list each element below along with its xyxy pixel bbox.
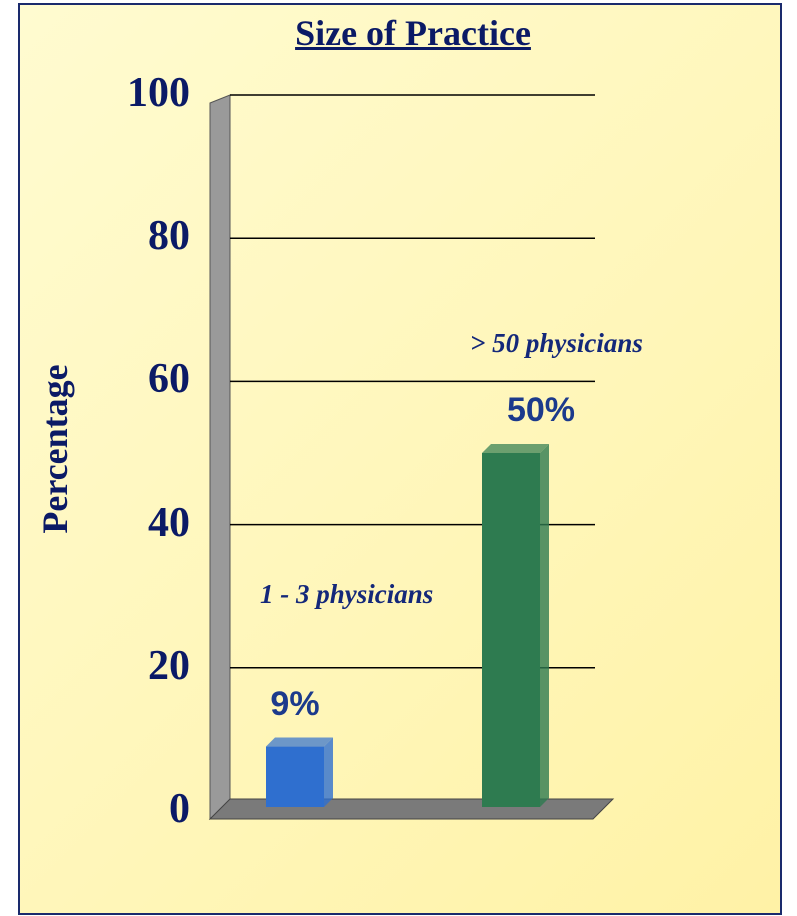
value-label: 9% [270,684,320,723]
bar-top [482,444,549,453]
chart-title: Size of Practice [295,13,531,53]
y-tick-label: 20 [148,642,190,689]
bar [482,453,540,807]
y-tick-label: 60 [148,356,190,403]
y-tick-label: 100 [127,70,190,116]
bar-top [266,737,333,747]
y-axis-label: Percentage [35,364,75,534]
category-label: 1 - 3 physicians [260,579,434,609]
category-label: > 50 physicians [470,328,643,358]
y-tick-label: 40 [148,499,190,546]
value-label: 50% [506,391,576,429]
wall [209,94,231,821]
bar-side [540,444,549,807]
y-tick-label: 0 [169,786,190,832]
chart-frame [18,3,782,915]
y-tick-label: 80 [148,213,190,260]
bar-side [324,737,333,807]
bar [266,746,324,807]
